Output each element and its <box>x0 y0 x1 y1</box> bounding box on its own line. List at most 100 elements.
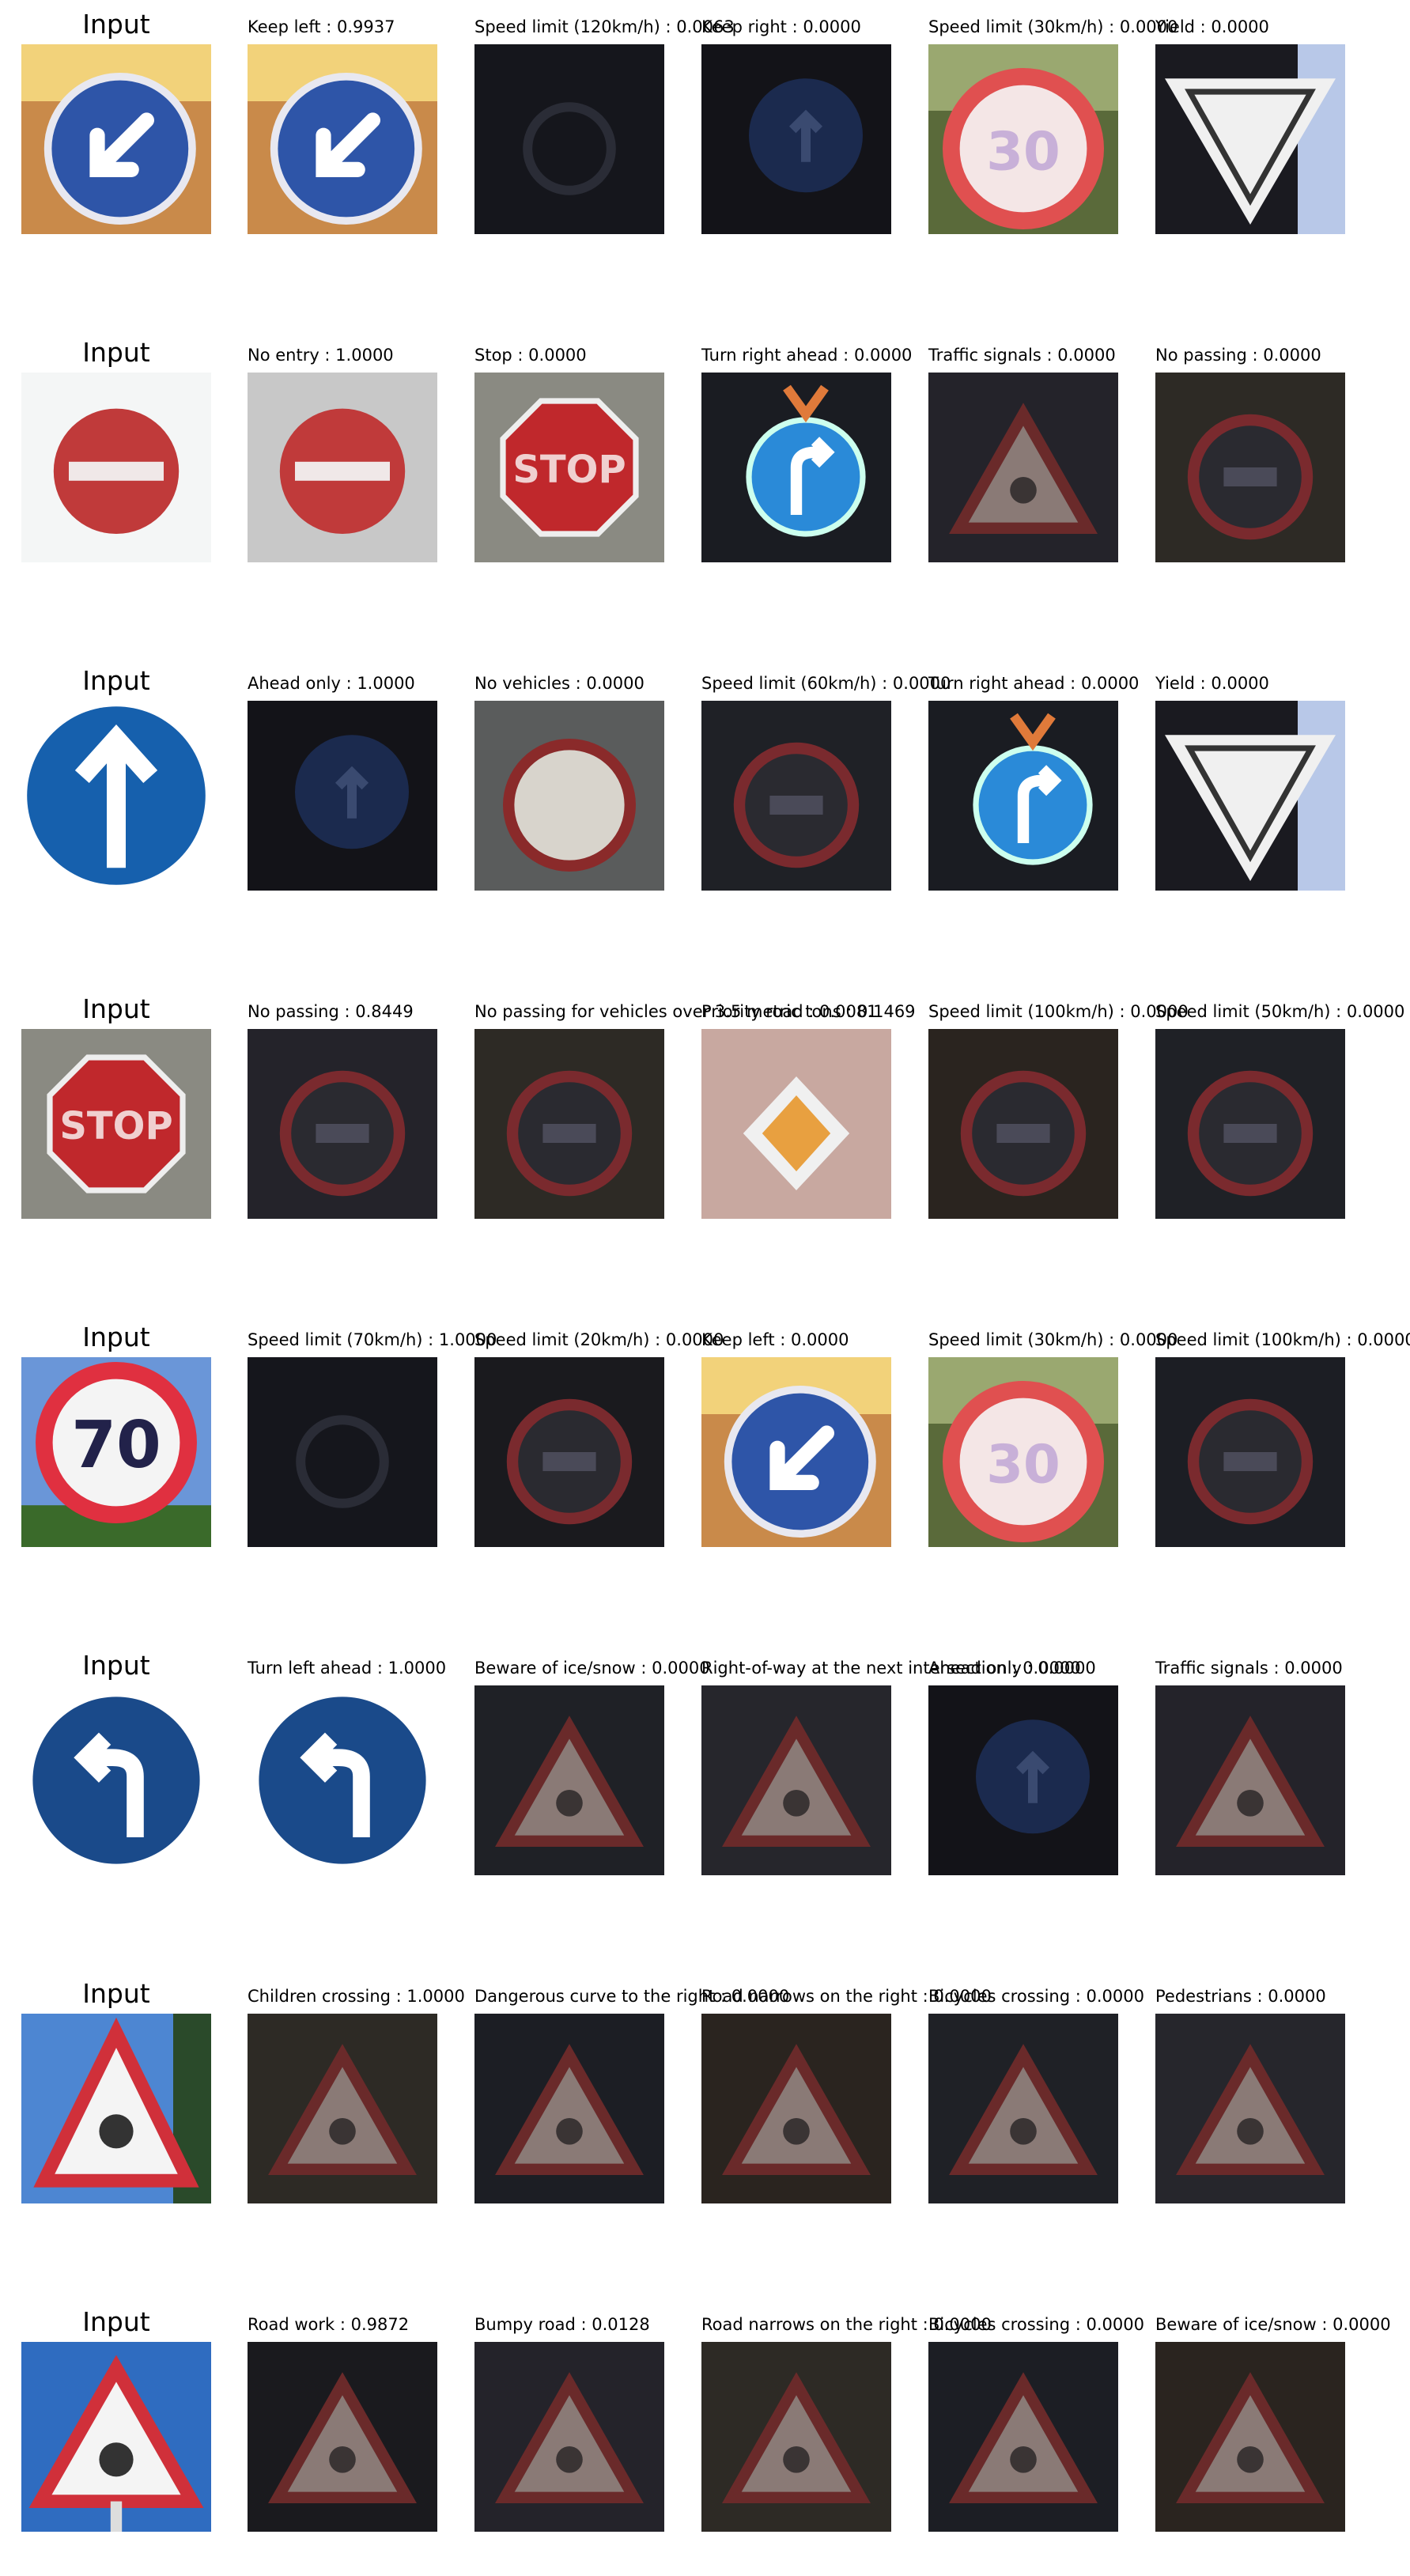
candidate-label: Speed limit (20km/h) : 0.0000 <box>474 1330 724 1349</box>
candidate-label: Right-of-way at the next intersection : … <box>701 1659 1081 1678</box>
candidate-5: Pedestrians : 0.0000 <box>1155 1987 1381 2208</box>
prediction-row: Input Turn left ahead : 1.0000 Beware of i… <box>0 1651 1410 1920</box>
candidate-image <box>1155 373 1345 562</box>
candidate-image <box>1155 2014 1345 2203</box>
candidate-image <box>474 701 664 891</box>
candidate-3: Road narrows on the right : 0.0000 <box>701 1987 992 2208</box>
candidate-3: Turn right ahead : 0.0000 <box>701 346 927 567</box>
candidate-image <box>474 1029 664 1219</box>
candidate-5: No passing : 0.0000 <box>1155 346 1381 567</box>
candidate-3: Speed limit (60km/h) : 0.0000 <box>701 674 951 895</box>
candidate-image <box>248 1357 437 1547</box>
candidate-image <box>701 373 891 562</box>
candidate-image <box>248 1685 437 1875</box>
candidate-label: Turn left ahead : 1.0000 <box>248 1659 447 1678</box>
candidate-image <box>701 2342 891 2532</box>
candidate-label: Speed limit (100km/h) : 0.0000 <box>928 1002 1189 1021</box>
candidate-label: Turn right ahead : 0.0000 <box>701 346 913 365</box>
candidate-label: No entry : 1.0000 <box>248 346 394 365</box>
input-title: Input <box>82 1978 150 2009</box>
candidate-label: Yield : 0.0000 <box>1155 674 1269 693</box>
input-image <box>21 701 211 891</box>
input-image <box>21 2014 211 2203</box>
candidate-image <box>701 44 891 234</box>
candidate-image <box>474 1357 664 1547</box>
candidate-image <box>701 1357 891 1547</box>
candidate-label: Road narrows on the right : 0.0000 <box>701 1987 992 2006</box>
candidate-4: Turn right ahead : 0.0000 <box>928 674 1154 895</box>
candidate-label: Stop : 0.0000 <box>474 346 587 365</box>
input-image <box>21 1685 211 1875</box>
svg-text:30: 30 <box>986 120 1060 182</box>
candidate-image <box>1155 1685 1345 1875</box>
prediction-row: Input Ahead only : 1.0000 No vehicles : 0.… <box>0 666 1410 935</box>
candidate-label: Pedestrians : 0.0000 <box>1155 1987 1326 2006</box>
candidate-label: Traffic signals : 0.0000 <box>1155 1659 1343 1678</box>
candidate-2: STOP Stop : 0.0000 <box>474 346 700 567</box>
candidate-1: Road work : 0.9872 <box>248 2315 473 2536</box>
candidate-label: No passing : 0.8449 <box>248 1002 414 1021</box>
prediction-row: Input Children crossing : 1.0000 Dangerous… <box>0 1979 1410 2248</box>
candidate-image <box>248 44 437 234</box>
candidate-4: 30 Speed limit (30km/h) : 0.0000 <box>928 17 1178 239</box>
candidate-image <box>474 1685 664 1875</box>
candidate-image <box>248 2014 437 2203</box>
input-title: Input <box>82 1650 150 1681</box>
candidate-label: Beware of ice/snow : 0.0000 <box>474 1659 710 1678</box>
candidate-label: Keep left : 0.9937 <box>248 17 395 36</box>
candidate-image <box>928 1029 1118 1219</box>
svg-text:STOP: STOP <box>512 448 626 492</box>
input-title: Input <box>82 993 150 1024</box>
candidate-5: Beware of ice/snow : 0.0000 <box>1155 2315 1391 2536</box>
candidate-label: Speed limit (60km/h) : 0.0000 <box>701 674 951 693</box>
candidate-4: 30 Speed limit (30km/h) : 0.0000 <box>928 1330 1178 1552</box>
candidate-5: Traffic signals : 0.0000 <box>1155 1659 1381 1880</box>
candidate-label: Bicycles crossing : 0.0000 <box>928 1987 1144 2006</box>
candidate-1: Turn left ahead : 1.0000 <box>248 1659 473 1880</box>
svg-text:STOP: STOP <box>59 1104 172 1148</box>
input-image <box>21 2342 211 2532</box>
candidate-label: No passing for vehicles over 3.5 metric … <box>474 1002 916 1021</box>
candidate-2: Bumpy road : 0.0128 <box>474 2315 700 2536</box>
candidate-image <box>928 701 1118 891</box>
candidate-4: Traffic signals : 0.0000 <box>928 346 1154 567</box>
candidate-label: Ahead only : 1.0000 <box>248 674 415 693</box>
candidate-1: Children crossing : 1.0000 <box>248 1987 473 2208</box>
candidate-2: No vehicles : 0.0000 <box>474 674 700 895</box>
prediction-row: Input Keep left : 0.9937 Speed limit (120k… <box>0 9 1410 278</box>
input-image <box>21 373 211 562</box>
candidate-3: Road narrows on the right : 0.0000 <box>701 2315 992 2536</box>
input-title: Input <box>82 2306 150 2337</box>
candidate-label: Dangerous curve to the right : 0.0000 <box>474 1987 790 2006</box>
candidate-image <box>701 1029 891 1219</box>
candidate-image <box>1155 44 1345 234</box>
prediction-row: Input 70 Speed limit (70km/h) : 1.0000 Spee… <box>0 1322 1410 1591</box>
candidate-label: Beware of ice/snow : 0.0000 <box>1155 2315 1391 2334</box>
svg-text:70: 70 <box>71 1408 161 1483</box>
candidate-label: Speed limit (30km/h) : 0.0000 <box>928 17 1178 36</box>
candidate-image <box>248 1029 437 1219</box>
input-image: STOP <box>21 1029 211 1219</box>
candidate-image <box>701 1685 891 1875</box>
candidate-image <box>1155 701 1345 891</box>
candidate-2: Dangerous curve to the right : 0.0000 <box>474 1987 789 2208</box>
candidate-label: Road work : 0.9872 <box>248 2315 410 2334</box>
candidate-image <box>474 2014 664 2203</box>
candidate-5: Speed limit (100km/h) : 0.0000 <box>1155 1330 1410 1552</box>
candidate-label: Traffic signals : 0.0000 <box>928 346 1116 365</box>
candidate-4: Ahead only : 0.0000 <box>928 1659 1154 1880</box>
candidate-image <box>474 44 664 234</box>
candidate-3: Keep right : 0.0000 <box>701 17 927 239</box>
candidate-1: Speed limit (70km/h) : 1.0000 <box>248 1330 497 1552</box>
candidate-label: Children crossing : 1.0000 <box>248 1987 465 2006</box>
candidate-2: No passing for vehicles over 3.5 metric … <box>474 1002 916 1224</box>
input-image <box>21 44 211 234</box>
candidate-image <box>701 701 891 891</box>
candidate-label: Speed limit (50km/h) : 0.0000 <box>1155 1002 1405 1021</box>
candidate-label: No vehicles : 0.0000 <box>474 674 645 693</box>
candidate-image: STOP <box>474 373 664 562</box>
candidate-label: Keep right : 0.0000 <box>701 17 861 36</box>
candidate-label: Road narrows on the right : 0.0000 <box>701 2315 992 2334</box>
candidate-label: Speed limit (100km/h) : 0.0000 <box>1155 1330 1410 1349</box>
svg-text:30: 30 <box>986 1433 1060 1495</box>
